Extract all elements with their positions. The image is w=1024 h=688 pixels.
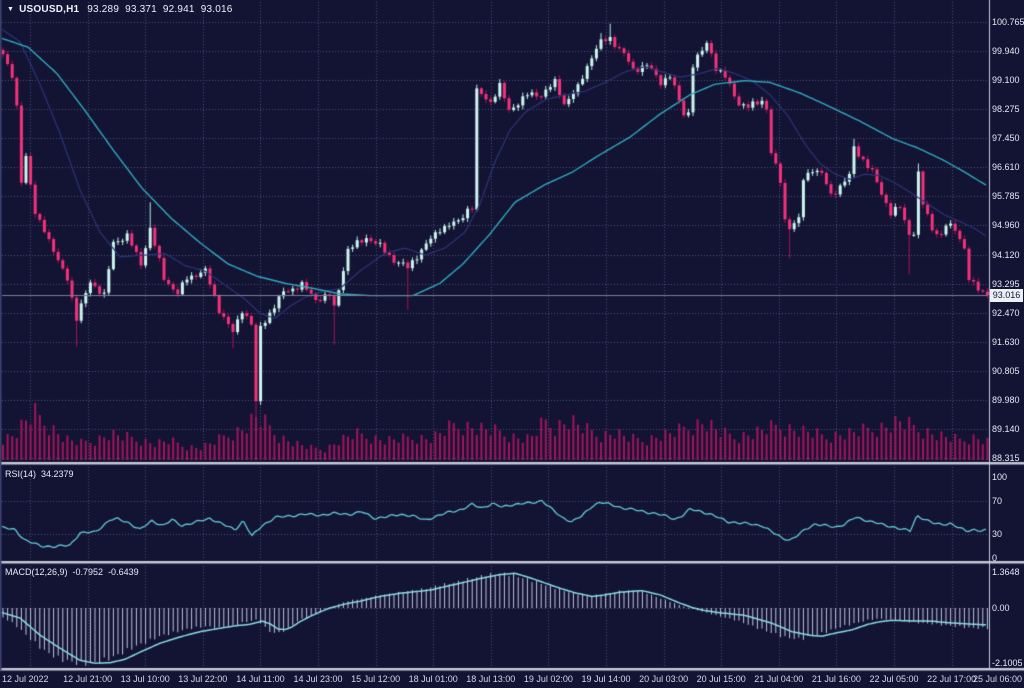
price-axis-label: 96.610 [992,162,1020,173]
rsi-axis-label: 30 [992,528,1003,539]
time-axis-label: 18 Jul 01:00 [408,674,458,684]
price-axis-label: 90.805 [992,365,1020,376]
rsi-indicator-name: RSI(14) [5,469,37,479]
time-axis-label: 14 Jul 11:00 [236,674,285,684]
macd-signal-value: -0.6439 [108,567,139,577]
time-axis-label: 12 Jul 21:00 [63,674,113,684]
price-axis-label: 93.295 [992,278,1020,289]
ohlc-open: 93.289 [87,4,120,15]
time-axis-label: 20 Jul 15:00 [696,674,746,684]
macd-indicator-name: MACD(12,26,9) [5,567,68,577]
time-axis-label: 12 Jul 2022 [2,674,49,684]
price-axis-label: 88.315 [992,453,1020,464]
ohlc-high: 93.371 [125,4,157,15]
price-axis-label: 89.980 [992,394,1020,405]
time-axis-label: 15 Jul 12:00 [351,674,401,684]
time-axis-label: 22 Jul 05:00 [869,674,919,684]
macd-axis-label: -2.1005 [992,658,1023,669]
time-axis-label: 22 Jul 17:00 [927,674,977,684]
ohlc-low: 92.941 [162,4,195,15]
time-axis-label: 19 Jul 02:00 [523,674,573,684]
price-axis-label: 97.450 [992,133,1020,144]
time-axis-label: 19 Jul 14:00 [581,674,631,684]
time-axis-label: 13 Jul 22:00 [178,674,228,684]
rsi-value: 34.2379 [41,469,74,479]
price-axis-label: 94.960 [992,220,1020,231]
current-price-tag: 93.016 [990,288,1023,302]
price-axis-label: 95.785 [992,191,1020,202]
ohlc-close: 93.016 [200,4,233,15]
price-axis-label: 89.140 [992,423,1020,434]
time-axis-label: 21 Jul 16:00 [811,674,861,684]
price-axis-label: 94.120 [992,249,1020,260]
symbol-name: USOUSD,H1 [19,4,80,15]
price-axis-label: 100.765 [992,17,1024,27]
time-axis-label: 18 Jul 13:00 [466,674,516,684]
time-axis-label: 14 Jul 23:00 [293,674,343,684]
rsi-axis-label: 100 [992,472,1008,482]
macd-pane-label: MACD(12,26,9) -0.7952 -0.6439 [5,567,139,577]
price-axis-label: 91.630 [992,336,1020,347]
symbol-dropdown-icon[interactable]: ▼ [7,6,15,13]
time-axis-label: 13 Jul 10:00 [120,674,170,684]
chart-title: ▼ USOUSD,H1 93.289 93.371 92.941 93.016 [7,4,238,15]
macd-axis-label: 0.00 [992,603,1010,613]
price-axis-label: 92.470 [992,307,1020,318]
price-axis-label: 99.100 [992,75,1020,86]
price-axis-label: 98.275 [992,104,1020,115]
macd-axis-label: 1.3648 [992,567,1020,578]
time-axis-label: 20 Jul 03:00 [639,674,689,684]
time-axis-label: 21 Jul 04:00 [754,674,804,684]
rsi-pane-label: RSI(14) 34.2379 [5,469,74,479]
rsi-axis-label: 0 [992,553,998,563]
macd-main-value: -0.7952 [72,567,104,577]
rsi-axis-label: 70 [992,496,1003,507]
time-axis-label: 25 Jul 06:00 [972,674,1022,684]
current-price-value: 93.016 [992,289,1021,300]
price-axis-label: 99.940 [992,46,1020,57]
